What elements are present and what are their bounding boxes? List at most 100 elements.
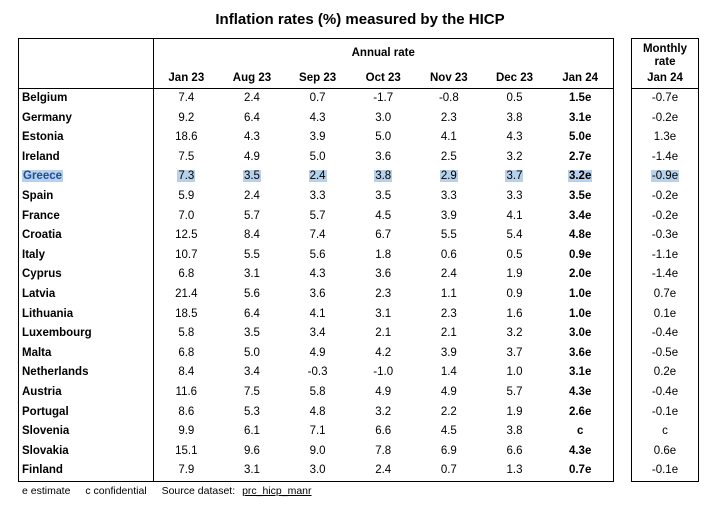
rate-cell: 6.4: [243, 307, 260, 320]
rate-cell: 6.4: [243, 111, 260, 124]
rate-cell: 6.8: [178, 346, 195, 359]
monthly-rate-cell: -0.2e: [631, 186, 699, 207]
monthly-rate-cell: -1.4e: [631, 265, 699, 285]
monthly-rate-cell: -0.1e: [631, 461, 699, 482]
rate-cell: 9.0: [309, 444, 326, 457]
country-name: Portugal: [18, 402, 154, 423]
monthly-rate-header: Monthly rate Jan 24: [631, 38, 699, 89]
rate-cell: 7.8: [375, 444, 392, 457]
monthly-rate-cell: -1.1e: [631, 245, 699, 266]
rate-cell: 3.8: [506, 425, 523, 438]
rate-cell: 6.6: [375, 425, 392, 438]
rate-cell: 18.5: [175, 307, 198, 320]
monthly-rate-cell: -1.4e: [631, 147, 699, 168]
monthly-rate-cell: c: [631, 422, 699, 442]
rate-cell: -1.0: [373, 366, 394, 379]
rate-cell: 4.5: [375, 209, 392, 222]
monthly-rate-cell: 1.3e: [631, 128, 699, 148]
rate-cell: 1.9: [506, 268, 523, 281]
rate-cell: 1.3: [481, 461, 548, 482]
monthly-row: -0.9e: [631, 167, 699, 187]
monthly-rate-cell: -0.2e: [631, 108, 699, 129]
rate-cell: 4.9: [375, 385, 392, 398]
rate-cell: 3.0: [284, 461, 351, 482]
rate-cell: 3.2: [506, 150, 523, 163]
country-name: Netherlands: [18, 363, 154, 383]
monthly-rate-cell: -0.9e: [631, 167, 699, 187]
rate-cell: 3.1e: [547, 363, 615, 383]
country-name: Latvia: [18, 284, 154, 305]
rate-cell: 4.3: [309, 268, 326, 281]
rate-cell: 7.9: [153, 461, 220, 482]
rate-cell: 2.4: [243, 189, 260, 202]
country-name: Croatia: [18, 226, 154, 246]
table-row: Portugal 8.6 5.3 4.8 3.2 2.2 1.9 2.6e: [18, 402, 615, 423]
column-header-row: Jan 23 Aug 23 Sep 23 Oct 23 Nov 23 Dec 23 Jan …: [18, 68, 615, 89]
rate-cell: 1.9: [506, 405, 523, 418]
rate-cell: 4.3e: [547, 382, 615, 403]
rate-cell: 4.9: [309, 346, 326, 359]
column-header: Jan 24: [547, 68, 615, 89]
country-column-header: [18, 68, 154, 89]
rate-cell: 5.7: [309, 209, 326, 222]
table-row: Austria 11.6 7.5 5.8 4.9 4.9 5.7 4.3e: [18, 382, 615, 403]
rate-cell: 4.1: [309, 307, 326, 320]
monthly-row: -0.2e: [631, 206, 699, 227]
rate-cell: 3.8: [506, 111, 523, 124]
rate-cell: 3.3: [506, 189, 523, 202]
rate-cell: 1.8: [375, 248, 392, 261]
rate-cell: 3.0: [375, 111, 392, 124]
rate-cell: 3.7: [506, 346, 523, 359]
monthly-rate-cell: 0.2e: [631, 363, 699, 383]
rate-cell: 2.3: [375, 287, 392, 300]
country-name: Belgium: [18, 88, 154, 109]
rate-cell: 4.8: [309, 405, 326, 418]
rate-cell: 4.1: [440, 131, 457, 144]
country-name: Austria: [18, 382, 154, 403]
rate-cell: 1.0e: [547, 304, 615, 325]
country-name: Germany: [18, 108, 154, 129]
corner-cell: [18, 38, 154, 68]
rate-cell: 4.2: [375, 346, 392, 359]
rate-cell: 9.9: [178, 425, 195, 438]
rate-cell: 3.1: [243, 268, 260, 281]
rate-cell: 4.9: [243, 150, 260, 163]
rate-cell: 5.8: [309, 385, 326, 398]
highlighted-value: 3.8: [374, 170, 393, 183]
monthly-rate-cell: -0.1e: [631, 402, 699, 423]
rate-cell: 2.4: [285, 167, 351, 187]
rate-cell: 1.1: [440, 287, 457, 300]
rate-cell: 5.3: [243, 405, 260, 418]
highlighted-value: 2.4: [308, 170, 327, 183]
rate-cell: 4.9: [440, 385, 457, 398]
rate-cell: 0.7: [309, 92, 326, 104]
rate-cell: 5.0: [243, 346, 260, 359]
table-row: Estonia 18.6 4.3 3.9 5.0 4.1 4.3 5.0e: [18, 128, 615, 148]
rate-cell: 3.6: [309, 287, 326, 300]
rate-cell: 3.5e: [547, 186, 615, 207]
rate-cell: 6.9: [440, 444, 457, 457]
monthly-rate-cell: 0.7e: [631, 284, 699, 305]
rate-cell: 5.5: [243, 248, 260, 261]
rate-cell: 4.3: [506, 131, 523, 144]
rate-cell: 0.6: [440, 248, 457, 261]
rate-cell: 2.9: [416, 167, 482, 187]
rate-cell: 3.4e: [547, 206, 615, 227]
rate-cell: 2.7e: [547, 147, 615, 168]
table-row: Lithuania 18.5 6.4 4.1 3.1 2.3 1.6 1.0e: [18, 304, 615, 325]
rate-cell: 5.4: [506, 229, 523, 242]
monthly-row: -0.1e: [631, 402, 699, 423]
rate-cell: 3.5: [219, 167, 285, 187]
highlighted-value: 3.7: [505, 170, 524, 183]
table-row: Croatia 12.5 8.4 7.4 6.7 5.5 5.4 4.8e: [18, 226, 615, 246]
monthly-row: 0.7e: [631, 284, 699, 305]
monthly-row: -0.3e: [631, 226, 699, 246]
rate-cell: 3.7: [482, 167, 548, 187]
rate-cell: -1.7: [373, 92, 394, 104]
monthly-row: 0.1e: [631, 304, 699, 325]
rate-cell: 11.6: [175, 385, 198, 398]
rate-cell: 3.1: [375, 307, 392, 320]
source-dataset-link[interactable]: prc_hicp_manr: [242, 485, 312, 497]
highlighted-value: 2.9: [439, 170, 458, 183]
monthly-row: 1.3e: [631, 128, 699, 148]
